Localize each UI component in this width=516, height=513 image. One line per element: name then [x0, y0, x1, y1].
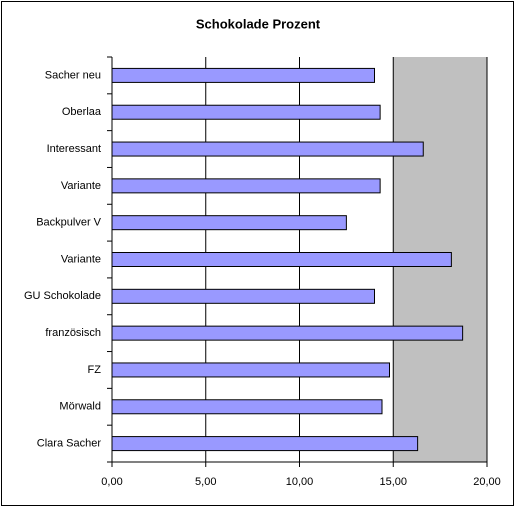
x-tick-label: 5,00 [195, 476, 216, 488]
x-tick-label: 15,00 [379, 476, 407, 488]
y-tick-label: Backpulver V [36, 217, 101, 229]
bar [111, 141, 424, 157]
bar [111, 436, 419, 452]
y-tick-label: Mörwald [59, 401, 101, 413]
chart-title: Schokolade Prozent [196, 16, 321, 31]
bar [111, 215, 347, 231]
y-tick-label: Variante [61, 180, 101, 192]
bar [111, 178, 381, 194]
y-tick-label: französisch [45, 327, 101, 339]
bar [111, 399, 383, 415]
bar [111, 325, 464, 341]
y-tick-label: Clara Sacher [37, 437, 102, 449]
x-tick-label: 0,00 [101, 476, 122, 488]
y-tick-label: Sacher neu [45, 69, 101, 81]
y-tick-label: Interessant [47, 143, 101, 155]
x-tick-label: 20,00 [473, 476, 501, 488]
bar [111, 252, 452, 267]
y-tick-label: Oberlaa [62, 106, 102, 118]
y-tick-label: FZ [88, 364, 102, 376]
bar [111, 288, 375, 304]
bar [111, 362, 390, 378]
y-tick-label: GU Schokolade [24, 290, 101, 302]
x-tick-label: 10,00 [286, 476, 314, 488]
bar [111, 104, 381, 120]
bar [111, 67, 375, 83]
y-tick-label: Variante [61, 253, 101, 265]
